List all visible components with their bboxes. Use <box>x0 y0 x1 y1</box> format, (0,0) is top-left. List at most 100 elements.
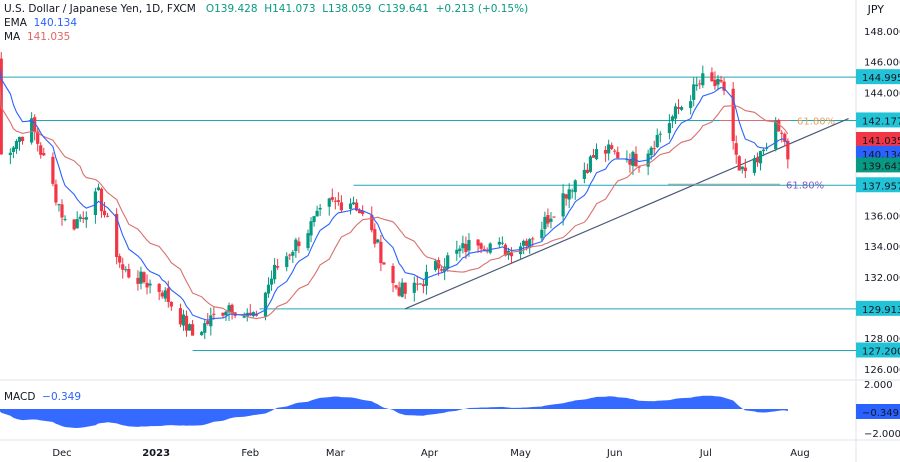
candle-body <box>242 315 246 318</box>
candle-body <box>309 221 313 236</box>
candle-body <box>564 194 568 199</box>
symbol-title[interactable]: U.S. Dollar / Japanese Yen, 1D, FXCM <box>4 3 196 15</box>
candle-body <box>649 147 653 156</box>
candle-body <box>306 233 310 249</box>
candle <box>543 211 547 236</box>
candle <box>81 211 85 224</box>
candle <box>306 229 310 251</box>
candle-body <box>39 145 43 155</box>
candle <box>60 199 64 226</box>
level-tag-bg <box>856 342 900 358</box>
candle-body <box>200 331 204 336</box>
candle <box>54 179 58 206</box>
candle-body <box>145 282 149 288</box>
candle-body <box>276 266 280 268</box>
candle <box>42 147 46 157</box>
candle <box>294 237 298 258</box>
candle <box>540 221 544 242</box>
level-tag: 144.995 <box>856 69 900 85</box>
price-tick: 146.000 <box>864 58 900 69</box>
price-tick: 128.000 <box>864 334 900 345</box>
candle-body <box>740 166 744 170</box>
candle <box>658 131 662 143</box>
candle <box>613 149 617 155</box>
candle-body <box>698 83 702 85</box>
candle <box>679 105 684 112</box>
candle-body <box>96 187 101 191</box>
candle-body <box>348 203 353 209</box>
candle-body <box>36 131 40 144</box>
candle <box>716 74 720 91</box>
candle-body <box>594 149 599 160</box>
price-tick: 136.000 <box>864 211 900 222</box>
candle-body <box>628 159 632 165</box>
candle-body <box>467 239 471 251</box>
candle <box>233 312 237 319</box>
candle-body <box>351 202 356 205</box>
candle-body <box>382 262 386 265</box>
candle-body <box>652 148 656 150</box>
candle-body <box>333 200 337 202</box>
candle-body <box>752 158 757 173</box>
ma-label: MA <box>4 31 21 43</box>
candle <box>692 77 696 107</box>
candle <box>333 197 337 210</box>
currency-label[interactable]: JPY <box>867 3 884 16</box>
candle <box>339 195 344 212</box>
candle-body <box>518 246 523 255</box>
candle-body <box>166 288 170 302</box>
macd-legend[interactable]: MACD −0.349 <box>4 391 81 403</box>
candle-body <box>121 264 125 270</box>
ma-value: 141.035 <box>26 31 71 43</box>
candle <box>655 128 659 149</box>
candle-body <box>397 287 401 296</box>
candle <box>400 278 404 298</box>
ma-legend[interactable]: MA 141.035 <box>4 30 528 44</box>
candle-body <box>522 240 526 246</box>
candle-body <box>118 256 122 263</box>
candle <box>206 312 210 326</box>
candle-body <box>336 200 340 202</box>
candle <box>777 118 781 132</box>
fib-label: 61.80% <box>786 180 824 191</box>
candle <box>373 223 377 248</box>
candle <box>209 307 213 336</box>
candle-body <box>561 193 565 217</box>
ema-legend[interactable]: EMA 140.134 <box>4 16 528 30</box>
last-price-tag-text: 139.641 <box>862 161 900 172</box>
level-tag-text: 144.995 <box>862 73 900 84</box>
candle-body <box>780 132 784 134</box>
candle <box>761 147 766 157</box>
candle <box>14 139 19 154</box>
candle-body <box>737 156 741 171</box>
candle-body <box>139 271 143 284</box>
candle <box>139 266 143 290</box>
candle <box>187 323 192 331</box>
time-tick-jun: Jun <box>606 448 623 459</box>
candle-body <box>695 84 699 87</box>
candle <box>203 319 207 339</box>
candle-body <box>591 155 596 158</box>
candle-body <box>786 140 790 160</box>
candle-body <box>719 79 723 82</box>
time-tick-jul: Jul <box>699 448 712 459</box>
candle <box>522 239 526 255</box>
candle <box>737 155 741 171</box>
candle <box>582 162 586 184</box>
candle-body <box>461 243 465 249</box>
candle-body <box>400 282 404 297</box>
candle-body <box>327 198 331 207</box>
candle-body <box>673 106 678 119</box>
candle-body <box>124 269 128 271</box>
candle <box>330 188 334 202</box>
ma-price-tag-text: 141.035 <box>862 136 900 147</box>
candle <box>63 215 67 222</box>
candle-body <box>421 284 426 287</box>
candle-body <box>582 169 586 179</box>
time-tick-apr: Apr <box>421 448 439 459</box>
open-value: O139.428 <box>205 3 258 15</box>
candle <box>421 279 426 294</box>
candle-body <box>540 229 544 239</box>
candle-body <box>157 283 161 292</box>
